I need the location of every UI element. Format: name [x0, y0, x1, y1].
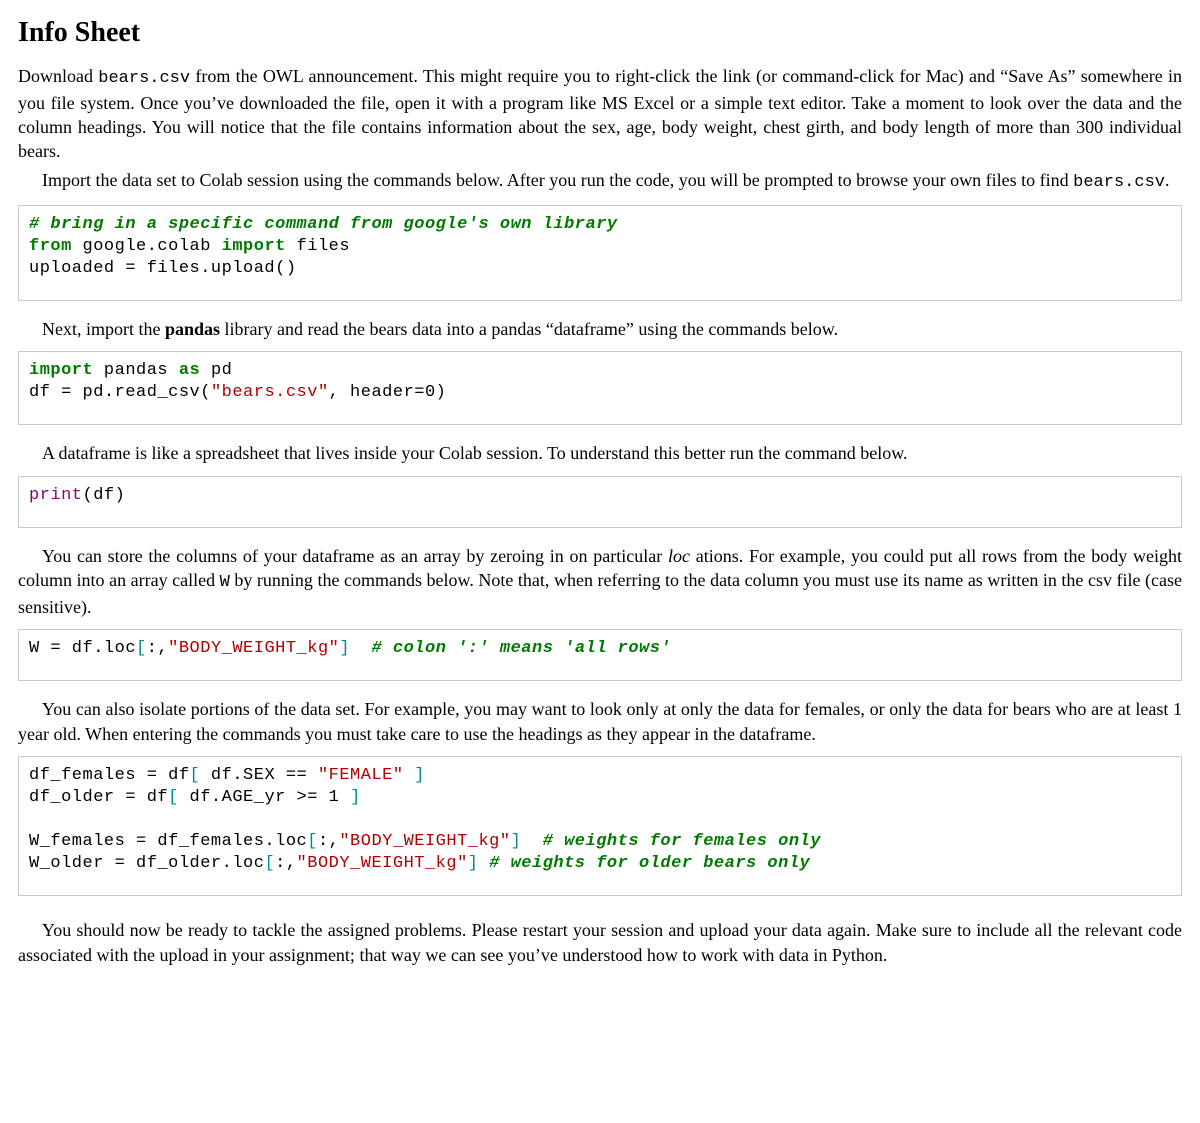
paragraph-dataframe: A dataframe is like a spreadsheet that l… — [18, 441, 1182, 465]
code-text: :, — [318, 832, 339, 851]
page-title: Info Sheet — [18, 14, 1182, 52]
code-comment: # weights for older bears only — [489, 854, 810, 873]
code-comment: # weights for females only — [543, 832, 821, 851]
code-text: :, — [147, 639, 168, 658]
code-block-readcsv: import pandas as pd df = pd.read_csv("be… — [18, 351, 1182, 425]
paragraph-import: Import the data set to Colab session usi… — [18, 168, 1182, 195]
code-text: W_females = df_females.loc — [29, 832, 307, 851]
code-keyword: as — [179, 361, 200, 380]
code-string: "bears.csv" — [211, 383, 329, 402]
code-text — [404, 766, 415, 785]
code-bracket: [ — [136, 639, 147, 658]
code-keyword: from — [29, 237, 72, 256]
bold-text: pandas — [165, 319, 220, 339]
text: Import the data set to Colab session usi… — [42, 170, 1073, 190]
filename: bears.csv — [1073, 173, 1165, 192]
paragraph-pandas: Next, import the pandas library and read… — [18, 317, 1182, 341]
code-string: "BODY_WEIGHT_kg" — [297, 854, 468, 873]
code-bracket: ] — [511, 832, 522, 851]
code-text: pd — [200, 361, 232, 380]
paragraph-loc: You can store the columns of your datafr… — [18, 544, 1182, 620]
text: Download — [18, 66, 98, 86]
code-bracket: [ — [168, 788, 179, 807]
italic-text: loc — [668, 546, 690, 566]
code-text — [350, 639, 371, 658]
code-bracket: ] — [468, 854, 479, 873]
code-text: df_females = df — [29, 766, 190, 785]
code-comment: # colon ':' means 'all rows' — [371, 639, 671, 658]
paragraph-conclusion: You should now be ready to tackle the as… — [18, 918, 1182, 967]
inline-code: W — [220, 573, 230, 592]
code-text: W = df.loc — [29, 639, 136, 658]
code-keyword: import — [29, 361, 93, 380]
code-text: files — [286, 237, 350, 256]
code-text: df_older = df — [29, 788, 168, 807]
code-text — [478, 854, 489, 873]
code-bracket: ] — [414, 766, 425, 785]
code-text: df.SEX == — [200, 766, 318, 785]
code-text: df.AGE_yr >= 1 — [179, 788, 350, 807]
code-text: pandas — [93, 361, 179, 380]
text: from the OWL announcement. This might re… — [18, 66, 1182, 162]
code-function: print — [29, 486, 83, 505]
filename: bears.csv — [98, 69, 190, 88]
paragraph-intro: Download bears.csv from the OWL announce… — [18, 64, 1182, 164]
text: library and read the bears data into a p… — [220, 319, 838, 339]
code-string: "FEMALE" — [318, 766, 404, 785]
code-text: , header=0) — [329, 383, 447, 402]
code-bracket: ] — [339, 639, 350, 658]
code-block-filter: df_females = df[ df.SEX == "FEMALE" ] df… — [18, 756, 1182, 896]
code-block-loc: W = df.loc[:,"BODY_WEIGHT_kg"] # colon '… — [18, 629, 1182, 681]
code-text: :, — [275, 854, 296, 873]
code-string: "BODY_WEIGHT_kg" — [339, 832, 510, 851]
text: . — [1165, 170, 1170, 190]
code-bracket: ] — [350, 788, 361, 807]
code-bracket: [ — [264, 854, 275, 873]
code-block-print: print(df) — [18, 476, 1182, 528]
code-text: (df) — [83, 486, 126, 505]
code-text: df = pd.read_csv( — [29, 383, 211, 402]
code-keyword: import — [222, 237, 286, 256]
code-bracket: [ — [190, 766, 201, 785]
code-text: uploaded = files.upload() — [29, 259, 297, 278]
code-bracket: [ — [307, 832, 318, 851]
code-text — [521, 832, 542, 851]
text: You can store the columns of your datafr… — [42, 546, 668, 566]
paragraph-isolate: You can also isolate portions of the dat… — [18, 697, 1182, 746]
code-string: "BODY_WEIGHT_kg" — [168, 639, 339, 658]
code-comment: # bring in a specific command from googl… — [29, 215, 618, 234]
code-text: google.colab — [72, 237, 222, 256]
code-text: W_older = df_older.loc — [29, 854, 264, 873]
code-block-upload: # bring in a specific command from googl… — [18, 205, 1182, 301]
text: Next, import the — [42, 319, 165, 339]
